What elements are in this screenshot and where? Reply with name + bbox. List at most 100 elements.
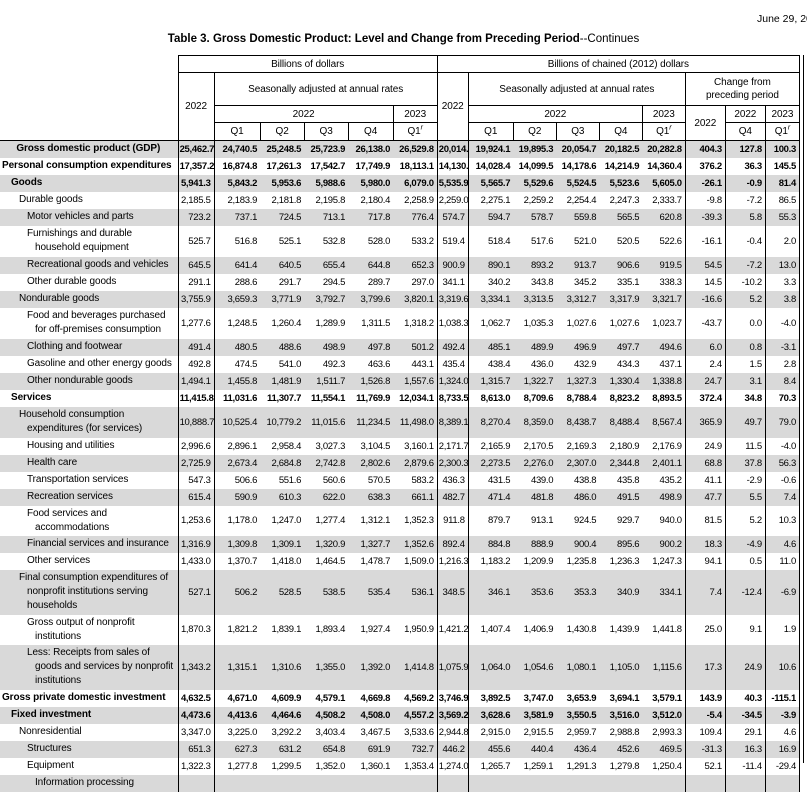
cell: 2.4: [685, 355, 726, 373]
cell: -3.1: [765, 338, 801, 356]
cell: 81.4: [765, 174, 801, 192]
cell: 516.8: [234, 235, 258, 247]
cell: 1,407.4: [480, 624, 511, 635]
cell: 723.2: [178, 208, 215, 226]
cell: 1,439.9: [609, 624, 640, 635]
cell: 482.7: [437, 488, 469, 506]
table-row: Goods 5,941.3 5,843.2 5,953.6 5,988.6 5,980.0…: [0, 174, 801, 192]
cell: 533.2: [393, 225, 438, 257]
cell: 737.1: [214, 208, 261, 226]
cell: 3,512.0: [642, 706, 686, 724]
table-row: Nondurable goods 3,755.9 3,659.3 3,771.9 3,7…: [0, 290, 801, 308]
cell: 20,182.5: [599, 140, 643, 158]
cell: 2,165.9: [480, 440, 511, 452]
col-header-q1r-current: Q1r: [392, 122, 438, 141]
cell: 3,820.1: [393, 290, 438, 308]
cell: 94.1: [685, 552, 726, 570]
table-row: Transportation services 547.3 506.6 551.6 56…: [0, 471, 801, 489]
cell: 2.0: [765, 225, 801, 257]
cell: 24.7: [685, 372, 726, 390]
cell: 8,823.2: [609, 392, 640, 404]
cell: 434.3: [617, 358, 640, 370]
cell: 20,014.1: [437, 140, 469, 158]
cell: 463.6: [367, 358, 391, 370]
cell: 376.2: [685, 157, 726, 175]
row-label: Recreation services: [0, 488, 179, 506]
cell: 8,567.4: [642, 406, 686, 438]
cell: 4.6: [765, 723, 801, 741]
row-label: Fixed investment: [0, 706, 179, 724]
cell: 348.5: [437, 569, 469, 615]
cell: 6.0: [685, 338, 726, 356]
cell: 9.1: [725, 614, 766, 645]
cell: 29.1: [725, 723, 766, 741]
cell: 2,170.5: [523, 440, 554, 452]
table-row: Financial services and insurance 1,316.9 1…: [0, 535, 801, 553]
cell: 940.0: [642, 505, 686, 536]
cell: 0.5: [725, 552, 766, 570]
cell: 1,274.0: [437, 757, 469, 775]
col-header-q4-chained: Q4: [598, 122, 643, 141]
cell: 12,034.1: [393, 389, 438, 407]
cell: 4,508.2: [304, 706, 349, 724]
cell: 574.7: [437, 208, 469, 226]
cell: 2,401.1: [642, 454, 686, 472]
cell: 439.0: [530, 474, 554, 486]
cell: 435.4: [437, 355, 469, 373]
row-label: Other services: [0, 552, 179, 570]
cell: 34.8: [725, 389, 766, 407]
cell: 109.4: [685, 723, 726, 741]
cell: 655.4: [304, 256, 349, 274]
col-header-change-2023-q1-year: 2023: [764, 105, 801, 123]
cell: 26,138.0: [348, 140, 394, 158]
col-group-chained-dollars: Billions of chained (2012) dollars: [436, 55, 801, 73]
cell: 2,180.9: [609, 440, 640, 452]
cell: 488.6: [260, 338, 305, 356]
cell: 1,414.8: [393, 644, 438, 690]
col-header-2022-quarters-chained: 2022: [467, 105, 643, 123]
cell: 3,160.1: [393, 437, 438, 455]
cell: [437, 774, 469, 792]
cell: 3,659.3: [214, 290, 261, 308]
cell: 5,605.0: [642, 174, 686, 192]
cell: 24,740.5: [214, 140, 261, 158]
cell: [260, 774, 305, 792]
cell: 8,438.7: [556, 406, 600, 438]
cell: 5.2: [725, 505, 766, 536]
cell: 3,746.9: [437, 689, 469, 707]
cell: -5.4: [685, 706, 726, 724]
cell: 438.4: [487, 358, 511, 370]
cell: 1,353.4: [393, 757, 438, 775]
cell: 4,508.0: [348, 706, 394, 724]
cell: 143.9: [685, 689, 726, 707]
cell: -26.1: [685, 174, 726, 192]
cell: 100.3: [765, 140, 801, 158]
cell: 620.8: [642, 208, 686, 226]
cell: -2.9: [725, 471, 766, 489]
cell: 353.3: [556, 569, 600, 615]
cell: 437.1: [642, 355, 686, 373]
cell: 0.0: [725, 307, 766, 339]
cell: 2,300.3: [437, 454, 469, 472]
cell: 528.0: [367, 235, 391, 247]
cell: 1.9: [765, 614, 801, 645]
table-row: Household consumption expenditures (for …: [0, 406, 801, 438]
cell: 4,671.0: [227, 692, 258, 704]
cell: 18,113.1: [393, 157, 438, 175]
cell: 3,892.5: [480, 692, 511, 704]
row-label: Food and beverages purchased for off-pre…: [0, 307, 179, 339]
cell: 5,524.5: [556, 174, 600, 192]
cell: 2,247.3: [609, 194, 640, 206]
cell: 1,062.7: [480, 317, 511, 329]
row-label: Gross private domestic investment: [0, 689, 179, 707]
cell: 518.4: [487, 235, 511, 247]
cell: 372.4: [685, 389, 726, 407]
cell: 1,324.0: [437, 372, 469, 390]
cell: 14,028.4: [475, 160, 511, 172]
cell: 2,915.5: [523, 726, 554, 738]
cell: 2,254.4: [566, 194, 597, 206]
cell: 713.1: [304, 208, 349, 226]
release-date: June 29, 20: [757, 13, 807, 25]
cell: 1,027.6: [566, 317, 597, 329]
cell: 1,277.8: [227, 760, 258, 772]
